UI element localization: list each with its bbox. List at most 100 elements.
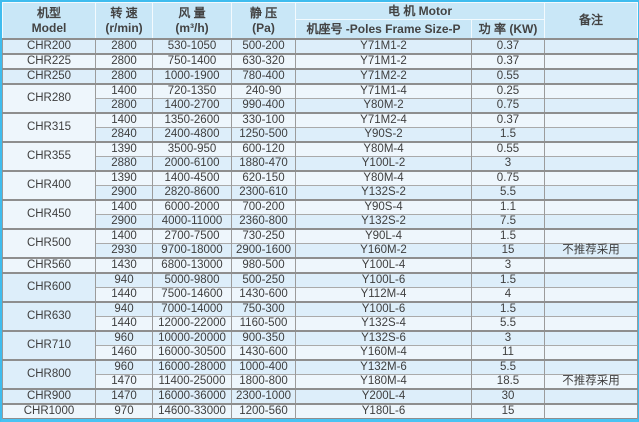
pressure-cell: 240-90 <box>231 83 296 99</box>
pressure-cell: 1250-500 <box>231 127 296 142</box>
col-header-airflow-zh: 风 量 <box>178 6 206 21</box>
table-row: 1460 16000-30500 1430-600 Y160M-4 11 <box>3 345 638 360</box>
speed-cell: 940 <box>95 301 153 317</box>
airflow-cell: 1400-2700 <box>152 98 232 113</box>
col-header-model-en: Model <box>31 20 67 35</box>
pressure-cell: 600-120 <box>231 141 296 157</box>
model-cell: CHR710 <box>2 330 96 360</box>
note-cell <box>544 98 638 113</box>
airflow-cell: 4000-11000 <box>152 214 232 229</box>
speed-cell: 2930 <box>95 243 153 258</box>
motor-frame-cell: Y71M2-2 <box>295 68 472 84</box>
pressure-cell: 730-250 <box>231 228 296 244</box>
power-cell: 0.75 <box>471 98 545 113</box>
note-cell <box>544 127 638 142</box>
motor-frame-cell: Y132M-6 <box>295 359 472 375</box>
pressure-cell: 330-100 <box>231 112 296 128</box>
model-cell: CHR400 <box>2 170 96 200</box>
note-cell <box>544 141 638 157</box>
table-row: CHR225 2800 750-1400 630-320 Y71M1-2 0.37 <box>2 53 638 69</box>
col-header-speed-unit: (r/min) <box>105 20 143 35</box>
speed-cell: 1440 <box>95 287 153 302</box>
power-cell: 18.5 <box>471 374 545 389</box>
power-cell: 1.5 <box>471 228 545 244</box>
pressure-cell: 780-400 <box>231 68 296 84</box>
motor-frame-cell: Y160M-2 <box>295 243 472 258</box>
speed-cell: 1470 <box>95 388 153 404</box>
power-cell: 0.55 <box>471 68 545 84</box>
airflow-cell: 7000-14000 <box>152 301 232 317</box>
airflow-cell: 7500-14600 <box>152 287 232 302</box>
pressure-cell: 1430-600 <box>231 287 296 302</box>
motor-frame-cell: Y90L-4 <box>295 228 472 244</box>
speed-cell: 940 <box>95 272 153 288</box>
speed-cell: 1440 <box>95 316 153 331</box>
airflow-cell: 1350-2600 <box>152 112 232 128</box>
table-row: 2800 1400-2700 990-400 Y80M-2 0.75 <box>3 98 638 113</box>
note-cell <box>544 185 638 200</box>
pressure-cell: 620-150 <box>231 170 296 186</box>
power-cell: 5.5 <box>471 185 545 200</box>
airflow-cell: 16000-28000 <box>152 359 232 375</box>
model-cell: CHR900 <box>2 388 96 404</box>
table-body: CHR200 2800 530-1050 500-200 Y71M1-2 0.37 CHR2… <box>2 38 638 419</box>
airflow-cell: 2000-6100 <box>152 156 232 171</box>
airflow-cell: 16000-30500 <box>152 345 232 360</box>
airflow-cell: 6800-13000 <box>152 257 232 273</box>
motor-frame-cell: Y71M1-2 <box>295 38 472 54</box>
speed-cell: 960 <box>95 330 153 346</box>
motor-frame-cell: Y160M-4 <box>295 345 472 360</box>
col-header-model-zh: 机型 <box>36 6 61 21</box>
note-cell: 不推荐采用 <box>544 243 638 258</box>
power-cell: 1.1 <box>471 199 545 215</box>
col-header-model: 机型 Model <box>2 2 96 40</box>
power-cell: 5.5 <box>471 359 545 375</box>
col-header-note: 备注 <box>544 2 638 40</box>
speed-cell: 2880 <box>95 156 153 171</box>
note-cell <box>544 272 638 288</box>
table-header: 机型 Model 转 速 (r/min) 风 量 (m³/h) 静 压 (Pa)… <box>2 2 638 40</box>
motor-frame-cell: Y100L-4 <box>295 257 472 273</box>
motor-frame-cell: Y100L-6 <box>295 301 472 317</box>
pressure-cell: 1000-400 <box>231 359 296 375</box>
speed-cell: 2800 <box>95 98 153 113</box>
table-row: CHR600 940 5000-9800 500-250 Y100L-6 1.5 <box>2 272 638 302</box>
table-row: 1440 12000-22000 1160-500 Y132S-4 5.5 <box>3 316 638 331</box>
model-cell: CHR315 <box>2 112 96 142</box>
table-row: 2900 4000-11000 2360-800 Y132S-2 7.5 <box>3 214 638 229</box>
airflow-cell: 11400-25000 <box>152 374 232 389</box>
note-cell <box>544 316 638 331</box>
motor-frame-cell: Y90S-2 <box>295 127 472 142</box>
speed-cell: 1460 <box>95 345 153 360</box>
airflow-cell: 1000-1900 <box>152 68 232 84</box>
note-cell <box>544 359 638 375</box>
table-row: CHR250 2800 1000-1900 780-400 Y71M2-2 0.55 <box>2 68 638 84</box>
power-cell: 15 <box>471 403 545 419</box>
speed-cell: 2900 <box>95 185 153 200</box>
speed-cell: 960 <box>95 359 153 375</box>
pressure-cell: 700-200 <box>231 199 296 215</box>
table-row: CHR900 1470 16000-36000 2300-1000 Y200L-4 30 <box>2 388 638 404</box>
speed-cell: 1390 <box>95 170 153 186</box>
speed-cell: 1400 <box>95 112 153 128</box>
table-row: 2900 2820-8600 2300-610 Y132S-2 5.5 <box>3 185 638 200</box>
pressure-cell: 990-400 <box>231 98 296 113</box>
model-cell: CHR630 <box>2 301 96 331</box>
pressure-cell: 1160-500 <box>231 316 296 331</box>
power-cell: 1.5 <box>471 272 545 288</box>
table-row: CHR710 960 10000-20000 900-350 Y132S-6 3 <box>2 330 638 360</box>
pressure-cell: 1200-560 <box>231 403 296 419</box>
pressure-cell: 500-250 <box>231 272 296 288</box>
speed-cell: 2800 <box>95 68 153 84</box>
motor-frame-cell: Y132S-2 <box>295 214 472 229</box>
pressure-cell: 1430-600 <box>231 345 296 360</box>
power-cell: 0.25 <box>471 83 545 99</box>
table-row: CHR450 1400 6000-2000 700-200 Y90S-4 1.1 <box>2 199 638 229</box>
model-cell: CHR250 <box>2 68 96 84</box>
note-cell <box>544 301 638 317</box>
pressure-cell: 980-500 <box>231 257 296 273</box>
note-cell <box>544 38 638 54</box>
motor-frame-cell: Y200L-4 <box>295 388 472 404</box>
